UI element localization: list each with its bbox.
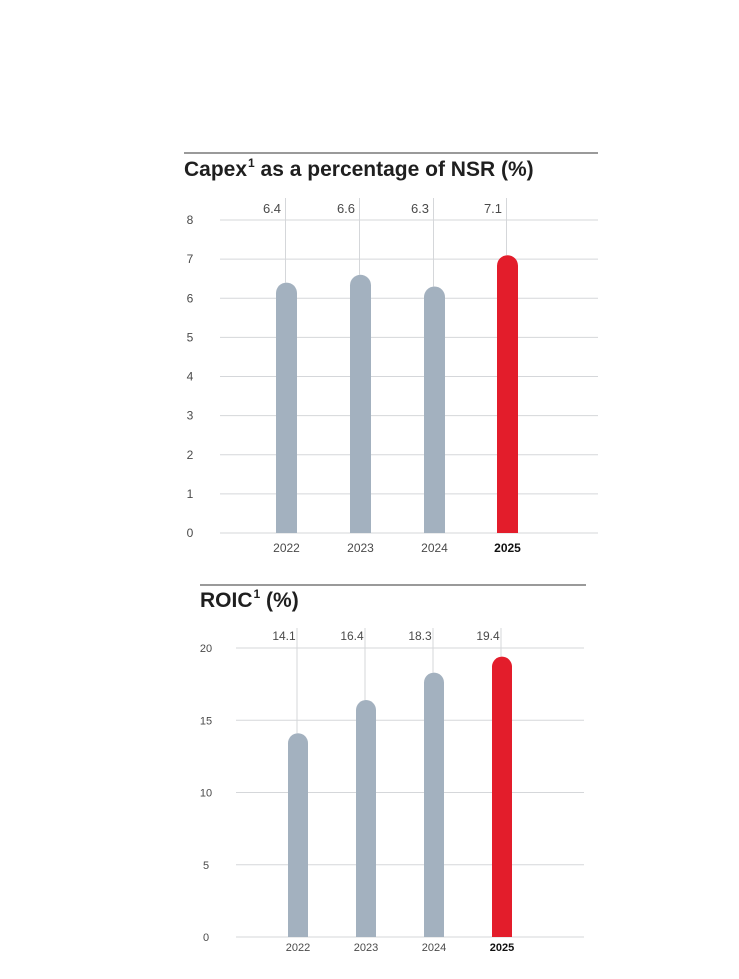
x-category-label: 2022 — [286, 942, 310, 954]
value-label: 7.1 — [484, 201, 502, 216]
y-tick-label: 15 — [200, 715, 212, 727]
x-category-label: 2022 — [273, 541, 300, 555]
x-category-label: 2025 — [490, 942, 514, 954]
y-tick-label: 8 — [187, 213, 194, 227]
roic-chart-plot: 0 5 10 15 20 14.1 2022 16.4 2023 18.3 2024 19.4 2025 — [200, 628, 584, 954]
bar-2023 — [350, 274, 371, 533]
x-category-label: 2025 — [494, 541, 521, 555]
chart-title: Capex1 as a percentage of NSR (%) — [184, 156, 534, 181]
y-tick-label: 0 — [187, 526, 194, 540]
title-rule — [200, 584, 586, 586]
title-rule — [184, 152, 598, 154]
bar-2024 — [424, 672, 444, 937]
y-tick-label: 20 — [200, 643, 212, 655]
value-label: 14.1 — [272, 629, 296, 643]
chart-title: ROIC1 (%) — [200, 587, 299, 612]
bar-2022 — [276, 282, 297, 533]
value-label: 16.4 — [340, 629, 364, 643]
bar-2022 — [288, 733, 308, 937]
capex-chart: Capex1 as a percentage of NSR (%) 0 1 2 3 4 5… — [184, 152, 598, 556]
x-category-label: 2024 — [422, 942, 446, 954]
bar-2025 — [497, 255, 518, 533]
x-category-label: 2023 — [347, 541, 374, 555]
value-label: 6.3 — [411, 201, 429, 216]
y-tick-label: 0 — [203, 932, 209, 944]
y-tick-label: 5 — [203, 860, 209, 872]
x-category-label: 2023 — [354, 942, 378, 954]
y-tick-label: 2 — [187, 448, 194, 462]
y-tick-label: 5 — [187, 330, 194, 344]
y-tick-label: 7 — [187, 252, 194, 266]
value-label: 6.4 — [263, 201, 281, 216]
y-tick-label: 3 — [187, 409, 194, 423]
y-tick-label: 4 — [187, 370, 194, 384]
roic-chart: ROIC1 (%) 0 5 10 15 20 14.1 2022 16.4 2023 18.3 20… — [200, 584, 586, 956]
value-label: 18.3 — [408, 629, 432, 643]
x-category-label: 2024 — [421, 541, 448, 555]
bar-2024 — [424, 286, 445, 533]
y-tick-label: 1 — [187, 487, 194, 501]
value-label: 19.4 — [476, 629, 500, 643]
y-tick-label: 10 — [200, 788, 212, 800]
bar-2023 — [356, 700, 376, 937]
capex-chart-plot: 0 1 2 3 4 5 6 7 8 6.4 2022 6.6 2023 6.3 2024 7.1 2025 — [187, 198, 598, 555]
y-tick-label: 6 — [187, 291, 194, 305]
bar-2025 — [492, 656, 512, 937]
value-label: 6.6 — [337, 201, 355, 216]
